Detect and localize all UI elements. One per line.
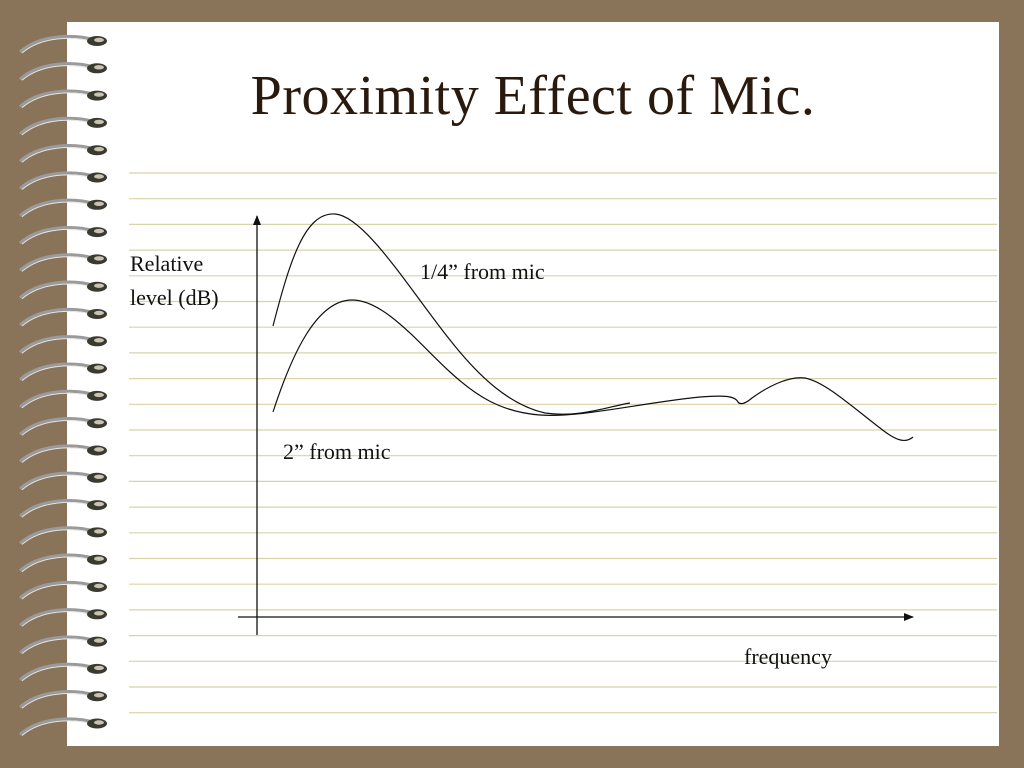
spiral-coil-icon: [18, 690, 107, 709]
spiral-coil-icon: [18, 335, 107, 354]
spiral-coil-icon: [18, 662, 107, 682]
spiral-coil-icon: [18, 171, 107, 190]
spiral-coil-icon: [18, 526, 107, 545]
spiral-coil-icon: [18, 417, 107, 436]
spiral-coil-icon: [18, 635, 107, 654]
y-axis-label-line1: Relative: [130, 251, 203, 276]
ruled-lines: [129, 172, 997, 714]
x-axis-label: frequency: [744, 644, 832, 669]
spiral-coil-icon: [18, 499, 107, 518]
spiral-coil-icon: [18, 116, 107, 136]
spiral-coil-icon: [18, 34, 107, 54]
spiral-coil-icon: [18, 307, 107, 327]
spiral-coil-icon: [18, 89, 107, 108]
spiral-coil-icon: [18, 444, 107, 463]
spiral-coil-icon: [18, 253, 107, 272]
curve-two-inch: [272, 299, 914, 441]
curve-quarter-inch: [272, 213, 631, 415]
curve-label-two-inch: 2” from mic: [283, 439, 391, 464]
spiral-binding-icon: [18, 34, 107, 736]
notebook-paper: [67, 22, 999, 746]
curve-label-quarter-inch: 1/4” from mic: [420, 259, 545, 284]
spiral-coil-icon: [18, 717, 107, 736]
slide-title: Proximity Effect of Mic.: [250, 65, 816, 127]
spiral-coil-icon: [18, 198, 107, 218]
spiral-coil-icon: [18, 553, 107, 573]
y-axis-label-line2: level (dB): [130, 285, 219, 310]
spiral-coil-icon: [18, 580, 107, 600]
spiral-coil-icon: [18, 62, 107, 81]
spiral-coil-icon: [18, 144, 107, 163]
spiral-coil-icon: [18, 362, 107, 381]
spiral-coil-icon: [18, 389, 107, 409]
spiral-coil-icon: [18, 608, 107, 627]
spiral-coil-icon: [18, 280, 107, 300]
spiral-coil-icon: [18, 471, 107, 491]
spiral-coil-icon: [18, 226, 107, 245]
